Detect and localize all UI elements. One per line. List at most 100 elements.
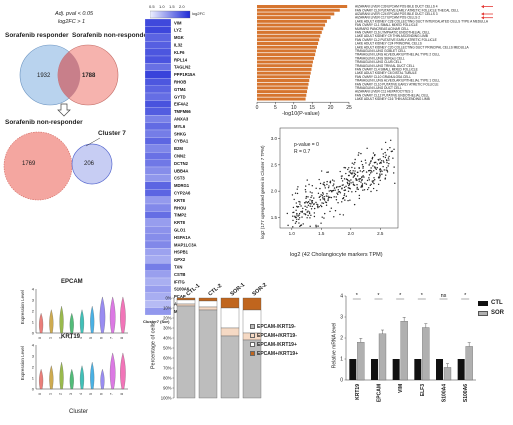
qpcr-significance: *: [464, 293, 467, 299]
scatter-point: [376, 163, 378, 165]
scatter-point: [376, 189, 378, 192]
qpcr-svg: 0 1 2 3 4 * KRT19 * EPCAM * VIM * ELF3 ns S100A4 * S100A…: [340, 293, 476, 402]
stacked-segment: [198, 300, 218, 308]
go-term-label: FAN OVARY CL4 SMALL MIXED FOLLICLE: [355, 68, 418, 72]
heatmap-cell: [144, 159, 172, 168]
go-term-label: TRAVAGLINI LUNG GOBLET CELL: [355, 49, 406, 53]
scatter-point: [361, 184, 364, 187]
qpcr-category-label: ELF3: [420, 384, 426, 396]
venn-left-count: 1932: [37, 73, 51, 79]
scatter-point: [343, 186, 346, 189]
heatmap-cell: [144, 189, 172, 197]
venn-bottom-left-count: 1769: [22, 161, 36, 167]
go-bar: [257, 82, 309, 86]
violin-shape: [79, 365, 85, 390]
scatter-point: [379, 162, 381, 165]
scatter-point: [386, 169, 388, 172]
scatter-point: [358, 197, 361, 200]
scatter-x-tick-label: 2.5: [377, 231, 384, 236]
qpcr-category-label: VIM: [398, 384, 404, 393]
scatter-point: [326, 171, 328, 174]
heatmap-gene-label: EIF4A2: [174, 102, 189, 107]
scatter-point: [299, 225, 301, 228]
scatter-point: [315, 187, 317, 189]
violin-shape: [90, 362, 95, 390]
violin-cluster-label: 7: [110, 393, 114, 395]
scatter-point: [347, 199, 349, 202]
scatter-point: [305, 209, 307, 211]
scatter-point: [379, 168, 381, 170]
venn-cluster-title: Cluster 7: [98, 130, 126, 137]
heatmap-scale-tick-0: 0.5: [149, 4, 155, 9]
qpcr-bar-ctl: [414, 359, 422, 380]
scatter-point: [309, 217, 311, 219]
scatter-point: [388, 162, 390, 165]
qpcr-y-tick-label: 4: [340, 294, 343, 300]
scatter-point: [328, 196, 330, 199]
go-term-label: TRAVAGLINI LUNG SERous CELL: [355, 56, 405, 60]
heatmap-cell: [144, 203, 172, 212]
heatmap-cell: [144, 144, 172, 153]
go-bar: [257, 79, 310, 82]
violin-shape: [90, 306, 95, 334]
scatter-point: [307, 201, 310, 203]
scatter-point: [347, 182, 349, 185]
violin-y-tick-label: 1: [32, 319, 35, 324]
scatter-frame: [279, 127, 399, 229]
heatmap-gene-label: TIMP2: [174, 213, 187, 218]
scatter-point: [372, 152, 375, 154]
qpcr-y-tick-label: 0: [340, 378, 343, 384]
qpcr-legend-item: SOR: [478, 308, 504, 318]
scatter-point: [313, 197, 315, 199]
go-bar: [257, 64, 313, 68]
scatter-point: [365, 183, 368, 185]
scatter-point: [379, 171, 382, 173]
scatter-point: [343, 193, 346, 195]
scatter-point: [331, 179, 334, 181]
scatter-point: [308, 211, 311, 213]
heatmap-cell: [144, 137, 172, 145]
scatter-point: [335, 199, 338, 201]
heatmap-cell: [144, 307, 172, 316]
heatmap-gene-label: B2M: [174, 146, 183, 151]
scatter-point: [372, 181, 374, 184]
violin-shape: [59, 362, 64, 390]
heatmap-cell: [144, 100, 172, 108]
heatmap-cell: [144, 248, 172, 256]
scatter-point: [292, 206, 295, 209]
scatter-point: [325, 204, 328, 206]
heatmap-svg: VIM LYZ MGK IL32 KLF6 RPL14 TAGLN2 PPP1R15A RHOB…: [144, 19, 197, 316]
scatter-point: [341, 180, 344, 182]
stacked-legend-item: EPCAM+/KRT19+: [250, 349, 320, 358]
scatter-point: [298, 212, 301, 215]
heatmap-cell: [144, 218, 172, 227]
scatter-point: [313, 203, 315, 206]
scatter-svg: 1.0 1.5 2.0 2.5 1.5 2.0 2.5 3.0: [271, 127, 399, 236]
heatmap-scale-tick-3: 2.0: [179, 4, 185, 9]
scatter-point: [385, 174, 387, 176]
go-bar: [257, 16, 331, 20]
heatmap-cell: [144, 226, 172, 234]
scatter-point: [386, 161, 388, 164]
scatter-point: [375, 168, 377, 171]
violin-cluster-label: 8: [120, 393, 124, 395]
scatter-point: [300, 211, 302, 213]
scatter-point: [323, 181, 325, 184]
scatter-point: [352, 172, 354, 174]
scatter-point: [321, 216, 323, 218]
scatter-point: [344, 189, 347, 191]
go-bar: [257, 90, 308, 94]
go-bar: [257, 30, 322, 34]
scatter-point: [323, 217, 325, 219]
scatter-point: [350, 182, 352, 184]
go-highlight-arrowhead: [481, 5, 484, 9]
scatter-point: [382, 153, 384, 155]
scatter-point: [349, 170, 352, 172]
go-bar: [257, 45, 317, 49]
qpcr-bar-sor: [443, 367, 452, 381]
scatter-point: [357, 154, 360, 156]
scatter-point: [293, 198, 295, 201]
go-term-label: FAN OVARY CL10 PUTATIVE EARLY ATRETIC FO…: [355, 82, 439, 86]
scatter-point: [320, 204, 322, 207]
scatter-point: [369, 172, 372, 174]
